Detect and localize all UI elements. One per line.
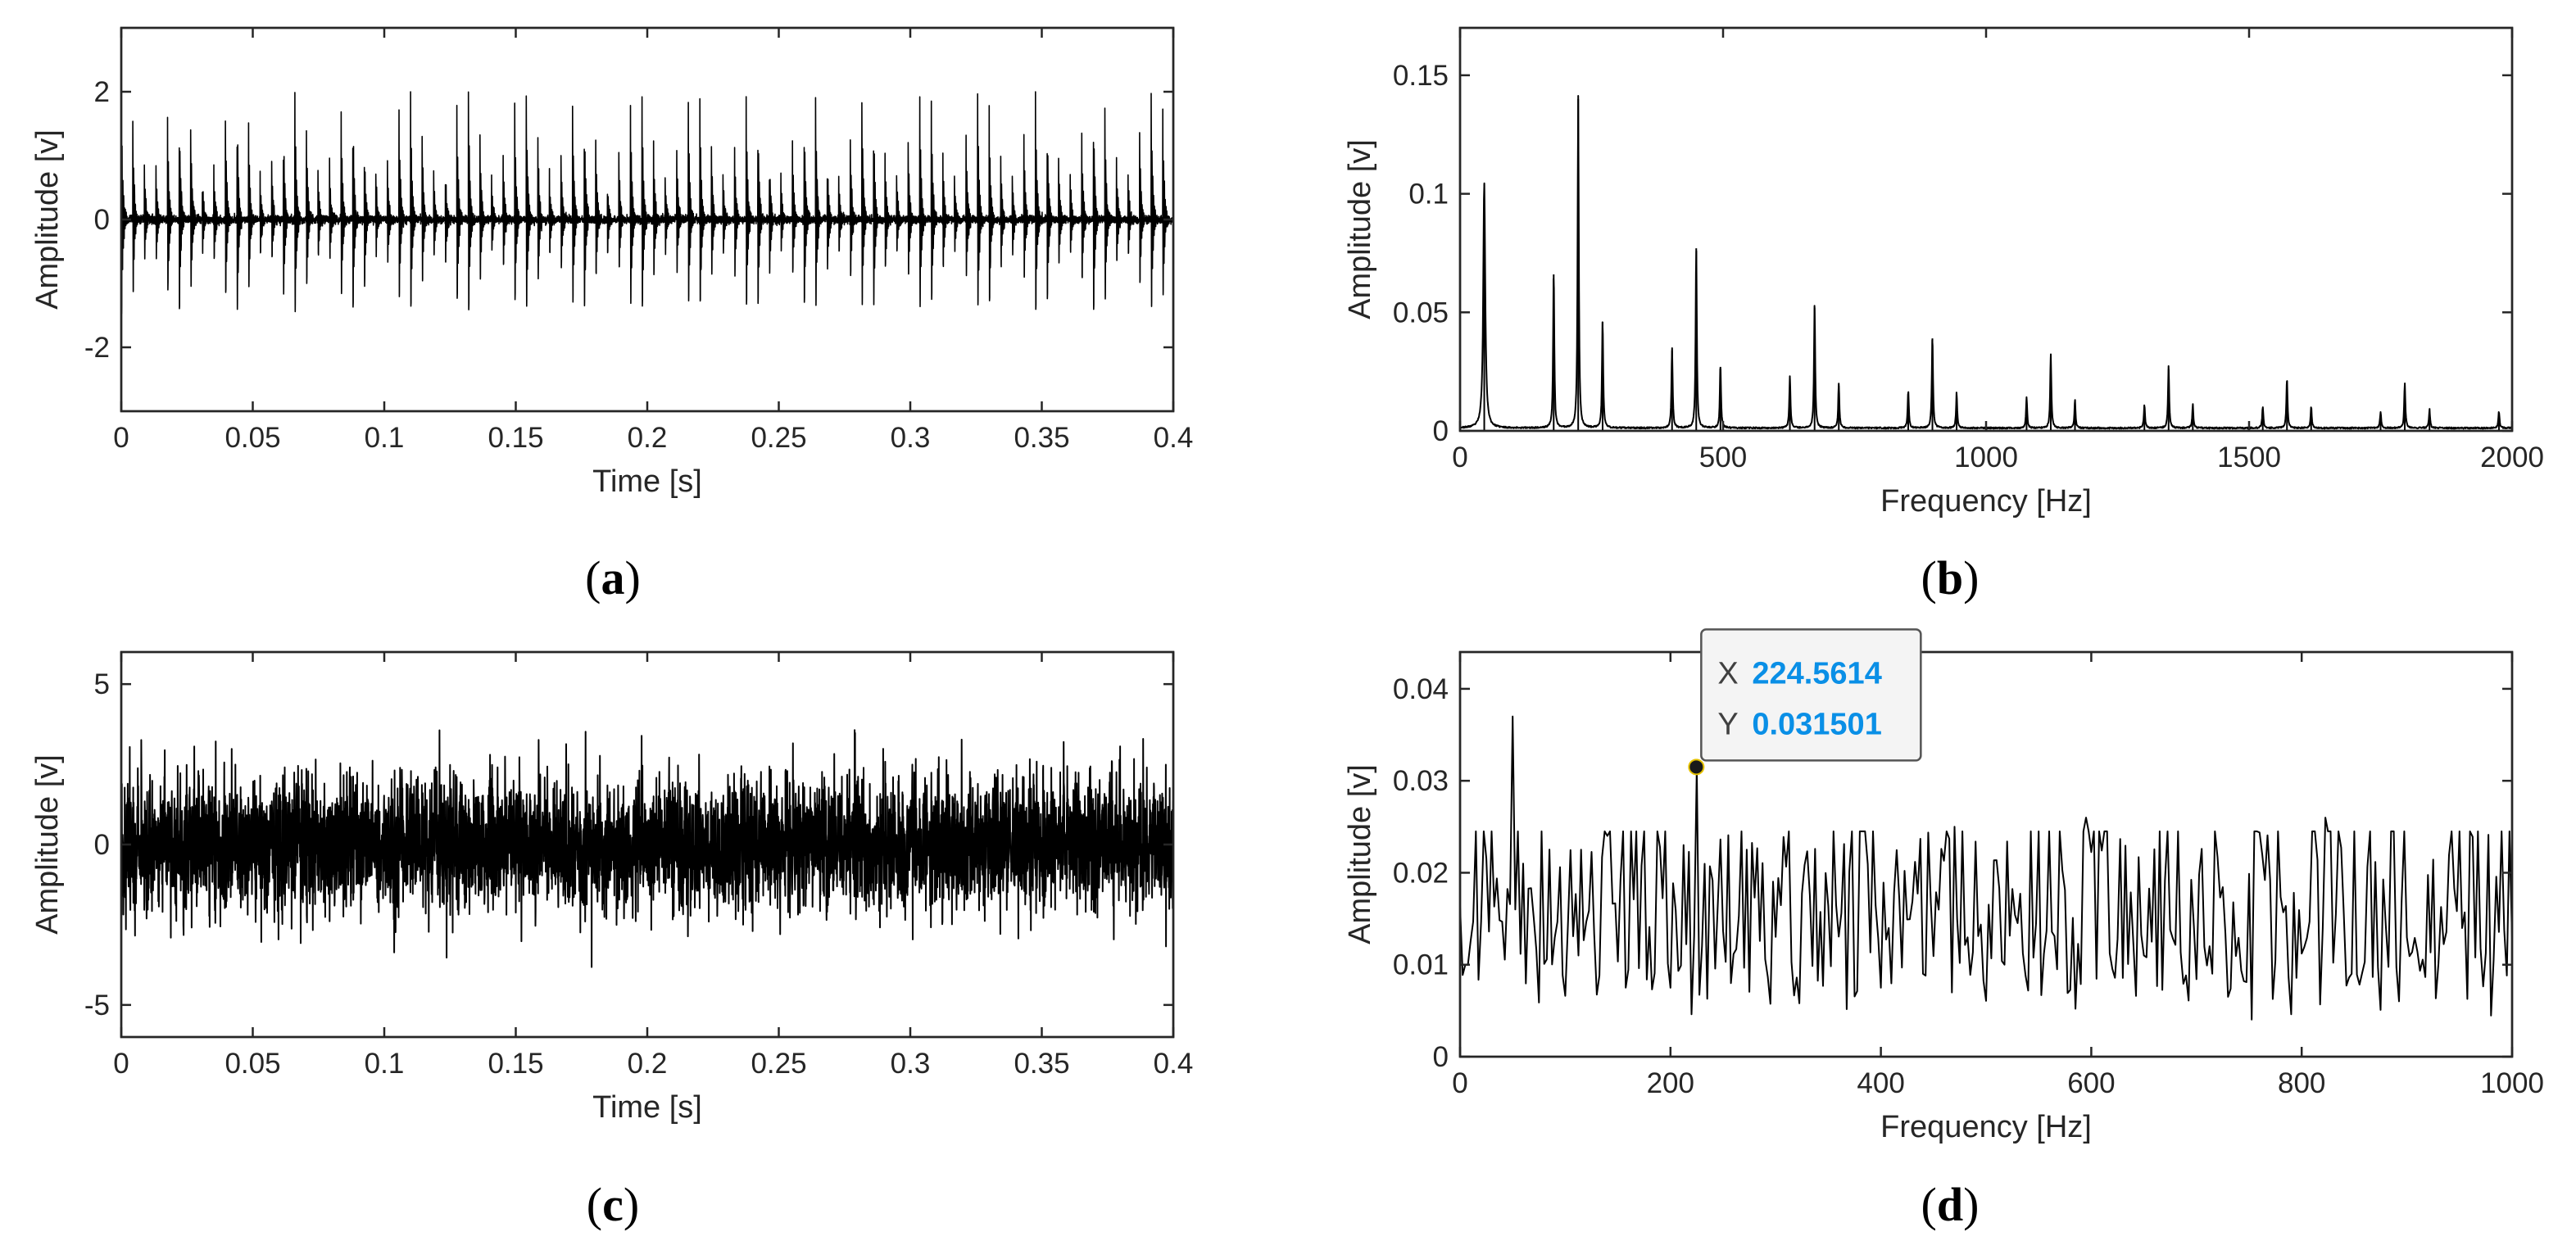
x-tick-label: 0.3 — [891, 1048, 931, 1080]
y-tick-label: 0.01 — [1393, 949, 1449, 981]
x-tick-label: 0.15 — [488, 422, 543, 454]
x-tick-label: 0.35 — [1014, 422, 1069, 454]
panel-letter: d — [1937, 1178, 1963, 1231]
x-tick-label: 200 — [1647, 1067, 1694, 1099]
y-tick-label: -2 — [84, 332, 110, 364]
axes-border-d — [1458, 650, 2514, 1058]
signal-trace-c — [120, 729, 1174, 968]
panel-d: 0 200 400 600 800 1000 0 0.01 0.02 0.03 0.04 Freque… — [1343, 628, 2544, 1231]
x-tick-label: 0.2 — [628, 422, 668, 454]
x-tick-label: 0 — [113, 422, 129, 454]
panel-label-c: (c) — [587, 1178, 639, 1231]
x-tick-label: 0 — [113, 1048, 129, 1080]
y-tick-label: 0.15 — [1393, 60, 1449, 92]
axes-box-b — [1458, 26, 2514, 433]
x-axis-label: Frequency [Hz] — [1880, 1110, 2092, 1144]
y-tick-label: 0 — [1433, 415, 1449, 447]
x-tick-label: 0.4 — [1154, 1048, 1194, 1080]
panel-a: 0 0.05 0.1 0.15 0.2 0.25 0.3 0.35 0.4 -2 0 2 Time [s… — [30, 26, 1194, 605]
x-tick-label: 0.1 — [365, 422, 405, 454]
x-tick-label: 0.05 — [224, 1048, 280, 1080]
spectrum-trace-d — [1459, 715, 2513, 1021]
x-tick-label: 1500 — [2217, 442, 2281, 473]
x-axis-label: Time [s] — [592, 1090, 702, 1125]
x-tick-label: 0.05 — [224, 422, 280, 454]
x-tick-label: 0.35 — [1014, 1048, 1069, 1080]
y-tick-label: 0 — [94, 829, 110, 861]
y-tick-label: 0.02 — [1393, 857, 1449, 889]
x-tick-label: 0.3 — [891, 422, 931, 454]
panel-label-b: (b) — [1921, 551, 1980, 605]
panel-letter: a — [601, 551, 625, 605]
x-tick-label: 0 — [1452, 1067, 1467, 1099]
signal-trace-a — [120, 91, 1174, 315]
x-tick-label: 0.25 — [751, 422, 806, 454]
y-axis-label: Amplitude [v] — [1343, 139, 1377, 319]
y-tick-label: 0 — [1433, 1041, 1449, 1073]
x-tick-label: 600 — [2067, 1067, 2115, 1099]
y-tick-label: 0.1 — [1408, 179, 1449, 211]
x-tick-label: 1000 — [2480, 1067, 2544, 1099]
x-tick-label: 0.4 — [1154, 422, 1194, 454]
x-tick-label: 400 — [1857, 1067, 1904, 1099]
y-axis-label: Amplitude [v] — [1343, 764, 1377, 944]
x-tick-label: 0 — [1452, 442, 1467, 473]
y-tick-label: 2 — [94, 76, 110, 108]
x-tick-label: 0.15 — [488, 1048, 543, 1080]
datatip-y-key: Y — [1717, 707, 1738, 741]
x-tick-label: 800 — [2278, 1067, 2325, 1099]
panel-b: 0 500 1000 1500 2000 0 0.05 0.1 0.15 Frequency [H… — [1343, 26, 2544, 605]
x-tick-label: 500 — [1699, 442, 1747, 473]
x-tick-label: 2000 — [2480, 442, 2544, 473]
y-tick-label: 5 — [94, 668, 110, 700]
y-tick-label: 0.05 — [1393, 297, 1449, 328]
datatip[interactable]: X 224.5614 Y 0.031501 — [1700, 628, 1922, 762]
y-tick-label: 0 — [94, 204, 110, 236]
y-axis-label: Amplitude [v] — [30, 754, 65, 935]
x-axis-label: Frequency [Hz] — [1880, 484, 2092, 519]
y-tick-label: -5 — [84, 990, 110, 1021]
datatip-box — [1700, 628, 1922, 762]
panel-letter: c — [602, 1178, 624, 1231]
panel-label-a: (a) — [585, 551, 641, 605]
panel-letter: b — [1937, 551, 1963, 605]
x-tick-label: 0.2 — [628, 1048, 668, 1080]
datatip-y-value: 0.031501 — [1752, 707, 1882, 741]
x-tick-label: 0.25 — [751, 1048, 806, 1080]
x-tick-label: 0.1 — [365, 1048, 405, 1080]
y-tick-label: 0.04 — [1393, 673, 1449, 705]
datatip-x-value: 224.5614 — [1752, 656, 1882, 691]
y-tick-label: 0.03 — [1393, 765, 1449, 797]
datatip-marker[interactable] — [1688, 759, 1705, 776]
y-axis-label: Amplitude [v] — [30, 129, 65, 310]
x-tick-label: 1000 — [1954, 442, 2018, 473]
datatip-x-key: X — [1717, 656, 1738, 691]
panel-label-d: (d) — [1921, 1178, 1980, 1231]
x-axis-label: Time [s] — [592, 464, 702, 499]
